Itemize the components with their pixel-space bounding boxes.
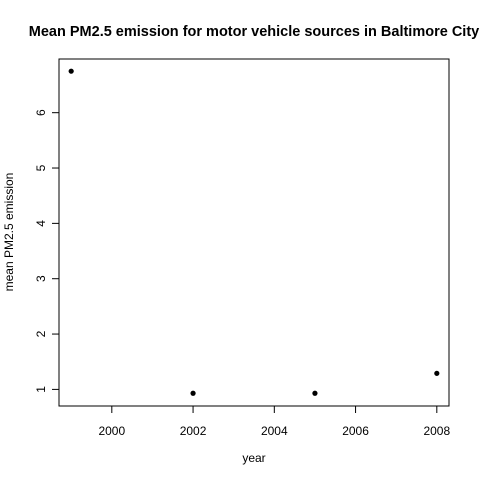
data-point [68, 68, 74, 74]
data-points [68, 68, 440, 396]
data-point [190, 390, 196, 396]
x-tick-label: 2002 [180, 424, 207, 438]
y-axis-label: mean PM2.5 emission [2, 173, 16, 292]
x-axis-label: year [242, 451, 265, 465]
y-tick-label: 3 [34, 275, 48, 282]
y-tick-label: 2 [34, 330, 48, 337]
data-point [434, 370, 440, 376]
x-tick-label: 2004 [261, 424, 288, 438]
y-tick-label: 5 [34, 164, 48, 171]
y-tick-label: 6 [34, 109, 48, 116]
plot-frame [58, 58, 450, 407]
x-tick-label: 2008 [423, 424, 450, 438]
x-tick-label: 2006 [342, 424, 369, 438]
y-tick-label: 4 [34, 220, 48, 227]
y-axis: 1 2 3 4 5 6 [34, 109, 60, 393]
x-tick-label: 2000 [98, 424, 125, 438]
chart-title: Mean PM2.5 emission for motor vehicle so… [29, 24, 479, 40]
data-point [312, 390, 318, 396]
y-tick-label: 1 [34, 386, 48, 393]
x-axis: 2000 2002 2004 2006 2008 [98, 405, 450, 438]
